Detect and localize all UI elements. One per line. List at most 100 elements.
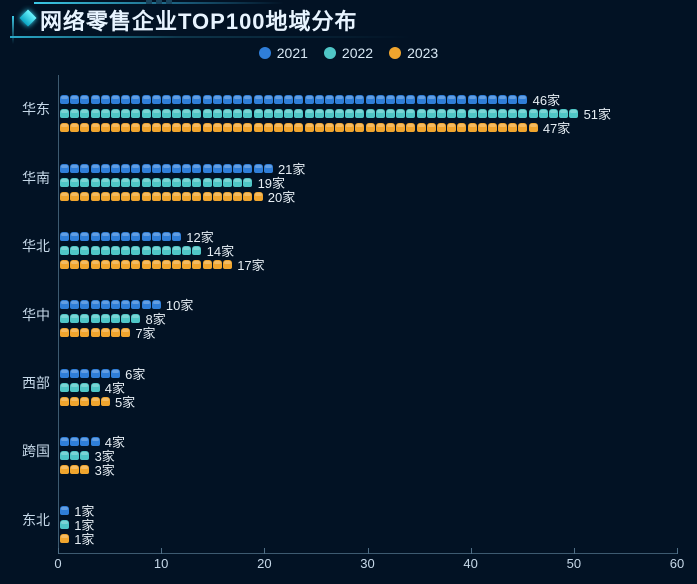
unit-icon [355,109,364,118]
series-value-label: 17家 [237,255,264,274]
series-bar: 19家 [60,173,285,185]
unit-icon [70,232,79,241]
y-axis-label: 华东 [4,99,50,119]
unit-icon [559,109,568,118]
x-axis-tick-label: 0 [54,556,61,571]
x-axis-tick-label: 10 [154,556,168,571]
unit-icon [518,123,527,132]
unit-icon [437,123,446,132]
unit-icon [264,123,273,132]
unit-icon [192,192,201,201]
x-axis-tick-label: 60 [670,556,684,571]
unit-icon [172,192,181,201]
unit-icon [468,95,477,104]
unit-icon [91,369,100,378]
unit-icon [60,178,69,187]
unit-icon [468,109,477,118]
y-axis-label: 华中 [4,305,50,325]
unit-icon [60,232,69,241]
unit-icon [376,95,385,104]
unit-icon [60,192,69,201]
unit-icon [91,328,100,337]
unit-icon [101,178,110,187]
unit-icon [70,123,79,132]
unit-icon [121,95,130,104]
series-bar: 1家 [60,529,94,541]
unit-icon [131,246,140,255]
unit-icon [376,109,385,118]
unit-icon [417,123,426,132]
legend-label: 2022 [342,45,373,61]
unit-icon [274,95,283,104]
unit-icon [91,192,100,201]
unit-icon [335,95,344,104]
unit-icon [233,95,242,104]
unit-icon [172,123,181,132]
unit-icon [427,109,436,118]
unit-icon [91,95,100,104]
y-axis-label: 华北 [4,236,50,256]
unit-icon [80,300,89,309]
unit-icon [70,260,79,269]
unit-icon [549,109,558,118]
series-bar: 6家 [60,364,145,376]
unit-icon [142,178,151,187]
unit-icon [60,465,69,474]
unit-icon [192,95,201,104]
unit-icon [142,123,151,132]
legend-item[interactable]: 2022 [324,45,373,61]
unit-icon [80,178,89,187]
unit-icon [243,95,252,104]
unit-icon [60,246,69,255]
unit-icon [569,109,578,118]
unit-icon [274,123,283,132]
unit-icon [518,109,527,118]
series-bar: 47家 [60,118,570,130]
unit-icon [70,465,79,474]
unit-icon [254,95,263,104]
unit-icon [70,383,79,392]
category-row: 6家4家5家 [58,349,677,417]
unit-icon [213,178,222,187]
unit-icon [162,260,171,269]
unit-icon [80,95,89,104]
x-axis-tick [58,548,59,554]
unit-icon [121,328,130,337]
unit-icon [60,383,69,392]
unit-icon [192,246,201,255]
legend-item[interactable]: 2023 [389,45,438,61]
unit-icon [488,123,497,132]
unit-icon [172,178,181,187]
unit-icon [111,164,120,173]
unit-icon [111,314,120,323]
unit-icon [121,232,130,241]
unit-icon [80,164,89,173]
unit-icon [223,178,232,187]
unit-icon [70,178,79,187]
unit-icon [468,123,477,132]
unit-icon [70,164,79,173]
unit-icon [386,109,395,118]
legend-label: 2023 [407,45,438,61]
series-bar: 8家 [60,309,166,321]
unit-icon [101,369,110,378]
unit-icon [60,534,69,543]
unit-icon [396,123,405,132]
unit-icon [213,164,222,173]
x-axis-tick-label: 20 [257,556,271,571]
series-value-label: 5家 [115,392,135,411]
series-bar: 14家 [60,241,234,253]
title-underline [10,36,680,38]
unit-icon [254,192,263,201]
series-bar: 3家 [60,460,115,472]
unit-icon [152,232,161,241]
unit-icon [111,178,120,187]
unit-icon [80,232,89,241]
unit-icon [101,164,110,173]
unit-icon [243,164,252,173]
unit-icon [152,164,161,173]
title-row: 网络零售企业TOP100地域分布 [0,0,697,40]
legend-item[interactable]: 2021 [259,45,308,61]
series-bar: 10家 [60,295,193,307]
unit-icon [70,95,79,104]
